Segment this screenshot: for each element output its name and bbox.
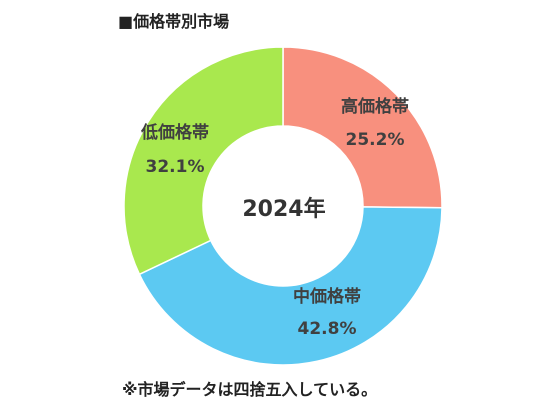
pie-slice xyxy=(282,46,443,209)
slice-value-label: 42.8% xyxy=(298,319,357,339)
chart-title: ■価格帯別市場 xyxy=(118,12,230,31)
slice-value-label: 25.2% xyxy=(346,130,405,150)
pie-slice xyxy=(138,206,443,366)
slice-label: 中価格帯 xyxy=(293,286,361,307)
center-label: 2024年 xyxy=(242,196,325,222)
slice-value-label: 32.1% xyxy=(146,157,205,177)
labels-group: 高価格帯 25.2% 中価格帯 42.8% 低価格帯 32.1% xyxy=(140,96,409,339)
slice-label: 高価格帯 xyxy=(341,96,409,117)
pie-slice xyxy=(123,46,284,276)
footnote: ※市場データは四捨五入している。 xyxy=(122,380,378,399)
slices-group xyxy=(123,46,443,366)
slice-label: 低価格帯 xyxy=(140,122,209,143)
